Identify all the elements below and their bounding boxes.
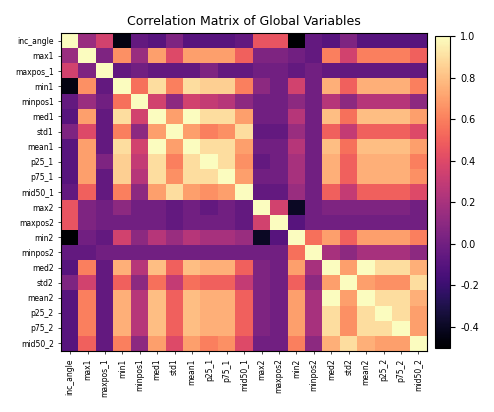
Title: Correlation Matrix of Global Variables: Correlation Matrix of Global Variables (127, 15, 361, 28)
